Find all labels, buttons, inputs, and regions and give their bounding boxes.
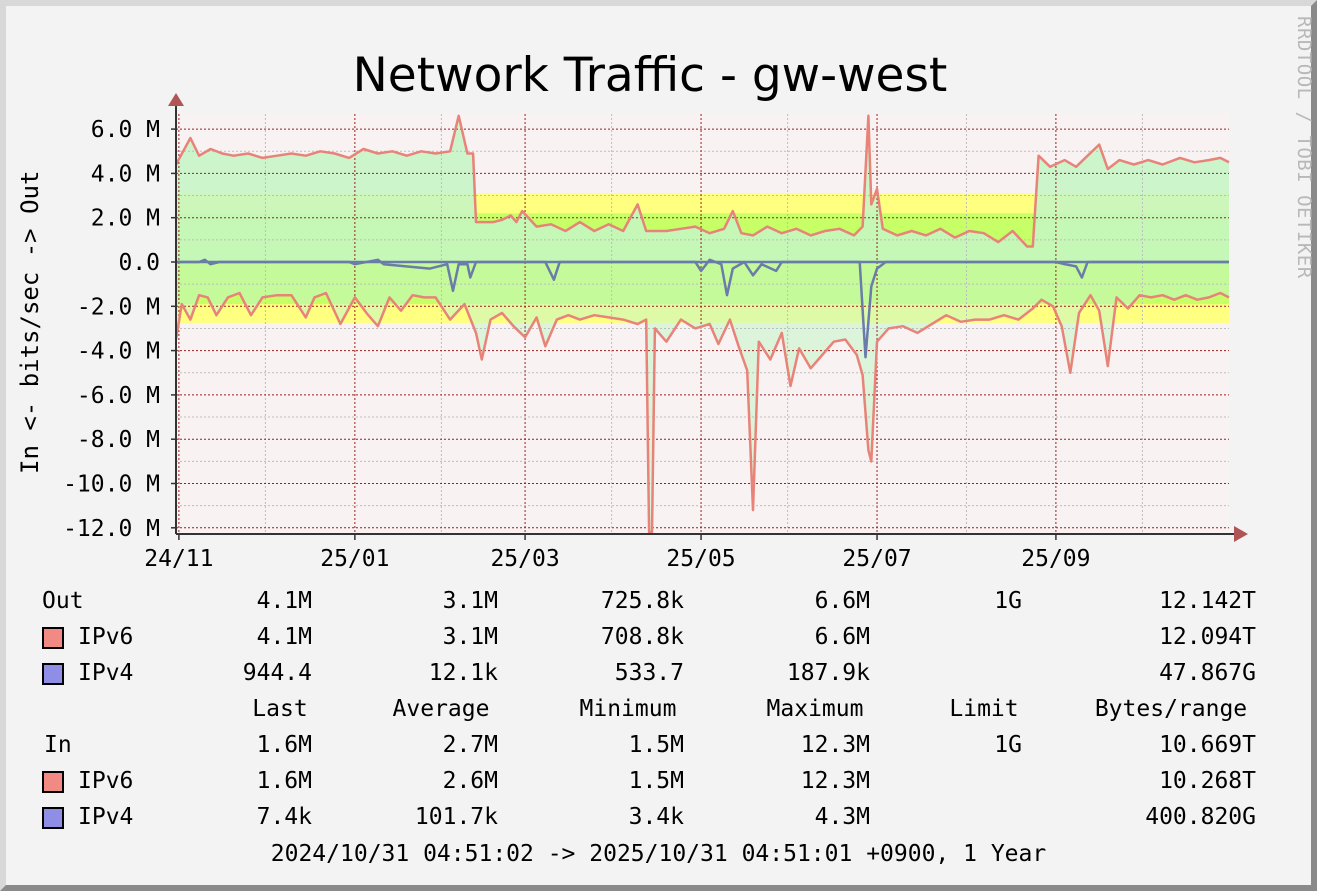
legend-swatch [42, 807, 64, 829]
y-tick-label: -4.0 M [77, 339, 160, 365]
legend-series-name: IPv6 [78, 624, 134, 650]
legend-value: 1G [994, 732, 1022, 758]
legend-swatch [42, 771, 64, 793]
legend-value: 12.142T [1159, 588, 1256, 614]
x-tick-label: 25/03 [490, 546, 559, 572]
legend-value: 1G [994, 588, 1022, 614]
legend-value: 1.6M [256, 732, 312, 758]
legend-series-row: IPv6 4.1M 3.1M 708.8k 6.6M 12.094T [0, 619, 1317, 655]
legend-group-row-out: Out 4.1M 3.1M 725.8k 6.6M 1G 12.142T [0, 583, 1317, 619]
legend-value: 10.669T [1159, 732, 1256, 758]
legend-value: 12.094T [1159, 624, 1256, 650]
out-traffic-area [176, 115, 1229, 262]
legend-header: Last [252, 696, 308, 722]
y-axis-arrow [168, 93, 184, 106]
legend-header: Bytes/range [1094, 696, 1248, 722]
legend-series-name: IPv6 [78, 768, 134, 794]
legend-value: 47.867G [1159, 660, 1256, 686]
legend-value: 2.7M [442, 732, 498, 758]
legend-series-row: IPv4 7.4k 101.7k 3.4k 4.3M 400.820G [0, 799, 1317, 835]
y-tick-label: -2.0 M [77, 294, 160, 320]
y-tick-label: -12.0 M [63, 516, 160, 542]
y-tick-label: 6.0 M [91, 117, 160, 143]
legend-header-row: Last Average Minimum Maximum Limit Bytes/rang… [0, 691, 1317, 727]
legend-value: 10.268T [1159, 768, 1256, 794]
legend-value: 1.5M [628, 768, 684, 794]
legend-group-row-in: In 1.6M 2.7M 1.5M 12.3M 1G 10.669T [0, 727, 1317, 763]
legend-swatch [42, 663, 64, 685]
x-tick-label: 25/05 [666, 546, 735, 572]
legend-value: 725.8k [600, 588, 684, 614]
legend-value: 3.1M [442, 624, 498, 650]
legend-value: 187.9k [786, 660, 870, 686]
time-range-footer: 2024/10/31 04:51:02 -> 2025/10/31 04:51:… [270, 841, 1047, 867]
legend-value: 708.8k [600, 624, 684, 650]
legend-value: 101.7k [414, 804, 498, 830]
in-traffic-area [176, 262, 1229, 533]
legend-value: 6.6M [814, 624, 870, 650]
legend-value: 12.3M [800, 732, 870, 758]
legend-group-label: In [44, 732, 72, 758]
legend-value: 3.4k [628, 804, 684, 830]
legend-header: Average [392, 696, 490, 722]
series-line-ipv4 [176, 258, 1229, 359]
legend-swatch [42, 627, 64, 649]
legend-value: 944.4 [242, 660, 312, 686]
y-tick-label: -8.0 M [77, 427, 160, 453]
legend-value: 1.6M [256, 768, 312, 794]
y-tick-label: 4.0 M [91, 161, 160, 187]
legend-header: Minimum [579, 696, 677, 722]
legend-value: 12.1k [428, 660, 498, 686]
y-tick-label: 2.0 M [91, 206, 160, 232]
legend-value: 533.7 [614, 660, 684, 686]
legend-series-name: IPv4 [78, 660, 134, 686]
legend-value: 7.4k [256, 804, 312, 830]
series-line-ipv6-in [174, 291, 1230, 534]
chart-title: Network Traffic - gw-west [352, 48, 948, 103]
x-tick-label: 24/11 [144, 546, 213, 572]
x-tick-label: 25/09 [1021, 546, 1090, 572]
series-line-ipv6-out [174, 114, 1230, 248]
legend-value: 400.820G [1145, 804, 1256, 830]
legend-value: 2.6M [442, 768, 498, 794]
legend-series-name: IPv4 [78, 804, 134, 830]
legend-value: 6.6M [814, 588, 870, 614]
x-tick-label: 25/07 [842, 546, 911, 572]
legend-value: 1.5M [628, 732, 684, 758]
legend-group-label: Out [42, 588, 84, 614]
x-tick-label: 25/01 [320, 546, 389, 572]
legend-value: 4.1M [256, 624, 312, 650]
legend-value: 4.1M [256, 588, 312, 614]
legend-header: Limit [949, 696, 1019, 722]
legend-series-row: IPv4 944.4 12.1k 533.7 187.9k 47.867G [0, 655, 1317, 691]
legend-value: 12.3M [800, 768, 870, 794]
legend-series-row: IPv6 1.6M 2.6M 1.5M 12.3M 10.268T [0, 763, 1317, 799]
y-tick-label: 0.0 [118, 250, 160, 276]
y-tick-label: -10.0 M [63, 472, 160, 498]
legend-header: Maximum [766, 696, 864, 722]
y-tick-label: -6.0 M [77, 383, 160, 409]
legend-value: 3.1M [442, 588, 498, 614]
x-axis-arrow [1234, 526, 1248, 542]
legend-value: 4.3M [814, 804, 870, 830]
rrdtool-watermark: RRDTOOL / TOBI OETIKER [1293, 16, 1315, 279]
